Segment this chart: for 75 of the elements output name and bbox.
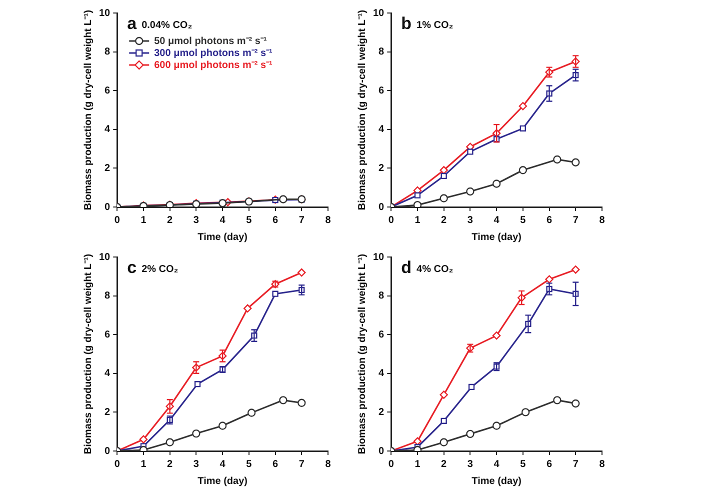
y-tick-label: 4 bbox=[378, 124, 385, 136]
y-tick-label: 6 bbox=[378, 329, 385, 340]
y-tick-label: 8 bbox=[104, 290, 111, 302]
y-tick-label: 6 bbox=[104, 329, 111, 340]
x-tick-label: 1 bbox=[414, 458, 421, 470]
y-axis-title: Biomass production (g dry-cell weight L⁻¹) bbox=[356, 10, 368, 210]
x-tick-label: 4 bbox=[494, 214, 500, 226]
x-tick-label: 6 bbox=[272, 214, 278, 226]
chart-title: d 4% CO₂ bbox=[401, 258, 454, 277]
x-tick-label: 7 bbox=[298, 458, 305, 470]
x-tick-label: 0 bbox=[388, 214, 394, 226]
y-tick-label: 8 bbox=[378, 46, 385, 58]
x-tick-label: 6 bbox=[546, 458, 552, 470]
legend-label: 50 μmol photons m⁻² s⁻¹ bbox=[154, 36, 268, 47]
y-tick-label: 8 bbox=[378, 290, 385, 302]
y-tick-label: 2 bbox=[378, 162, 385, 174]
x-tick-label: 5 bbox=[246, 214, 252, 226]
x-tick-label: 8 bbox=[325, 214, 332, 226]
y-tick-label: 0 bbox=[378, 446, 385, 457]
chart-title: b 1% CO₂ bbox=[401, 14, 454, 33]
x-tick-label: 0 bbox=[388, 458, 394, 470]
y-tick-label: 6 bbox=[378, 85, 385, 96]
x-tick-label: 5 bbox=[520, 458, 526, 470]
y-tick-label: 2 bbox=[378, 406, 385, 418]
y-axis-title: Biomass production (g dry-cell weight L⁻¹) bbox=[356, 254, 368, 454]
y-tick-label: 0 bbox=[104, 202, 111, 213]
x-tick-label: 4 bbox=[220, 214, 226, 226]
x-axis-title: Time (day) bbox=[198, 476, 248, 487]
x-tick-label: 7 bbox=[572, 458, 579, 470]
x-tick-label: 5 bbox=[520, 214, 526, 226]
y-tick-label: 4 bbox=[104, 368, 111, 380]
y-tick-label: 10 bbox=[373, 252, 385, 263]
x-tick-label: 1 bbox=[140, 458, 147, 470]
x-tick-label: 7 bbox=[298, 214, 305, 226]
y-tick-label: 2 bbox=[104, 406, 111, 418]
x-tick-label: 3 bbox=[193, 214, 200, 226]
x-tick-label: 1 bbox=[414, 214, 421, 226]
x-tick-label: 2 bbox=[441, 214, 448, 226]
y-tick-label: 6 bbox=[104, 85, 111, 96]
chart-title: c 2% CO₂ bbox=[127, 258, 178, 277]
x-tick-label: 3 bbox=[193, 458, 200, 470]
x-tick-label: 2 bbox=[167, 458, 174, 470]
y-tick-label: 0 bbox=[378, 202, 385, 213]
x-tick-label: 0 bbox=[114, 214, 120, 226]
x-tick-label: 3 bbox=[467, 458, 474, 470]
legend-label: 600 μmol photons m⁻² s⁻¹ bbox=[154, 60, 274, 71]
x-tick-label: 7 bbox=[572, 214, 579, 226]
x-tick-label: 4 bbox=[220, 458, 226, 470]
x-axis-title: Time (day) bbox=[472, 232, 522, 243]
x-tick-label: 8 bbox=[599, 214, 606, 226]
x-tick-label: 0 bbox=[114, 458, 120, 470]
y-axis-title: Biomass production (g dry-cell weight L⁻¹) bbox=[82, 254, 94, 454]
x-axis-title: Time (day) bbox=[472, 476, 522, 487]
x-tick-label: 4 bbox=[494, 458, 500, 470]
y-axis-title: Biomass production (g dry-cell weight L⁻¹) bbox=[82, 10, 94, 210]
x-tick-label: 3 bbox=[467, 214, 474, 226]
x-tick-label: 6 bbox=[272, 458, 278, 470]
y-tick-label: 4 bbox=[104, 124, 111, 136]
chart-title: a 0.04% CO₂ bbox=[127, 14, 192, 33]
legend-label: 300 μmol photons m⁻² s⁻¹ bbox=[154, 48, 274, 59]
y-tick-label: 8 bbox=[104, 46, 111, 58]
x-tick-label: 5 bbox=[246, 458, 252, 470]
y-tick-label: 10 bbox=[99, 252, 111, 263]
y-tick-label: 10 bbox=[99, 8, 111, 19]
x-axis-title: Time (day) bbox=[198, 232, 248, 243]
x-tick-label: 2 bbox=[441, 458, 448, 470]
x-tick-label: 6 bbox=[546, 214, 552, 226]
x-tick-label: 8 bbox=[325, 458, 332, 470]
y-tick-label: 2 bbox=[104, 162, 111, 174]
y-tick-label: 0 bbox=[104, 446, 111, 457]
y-tick-label: 4 bbox=[378, 368, 385, 380]
x-tick-label: 2 bbox=[167, 214, 174, 226]
x-tick-label: 1 bbox=[140, 214, 147, 226]
x-tick-label: 8 bbox=[599, 458, 606, 470]
y-tick-label: 10 bbox=[373, 8, 385, 19]
